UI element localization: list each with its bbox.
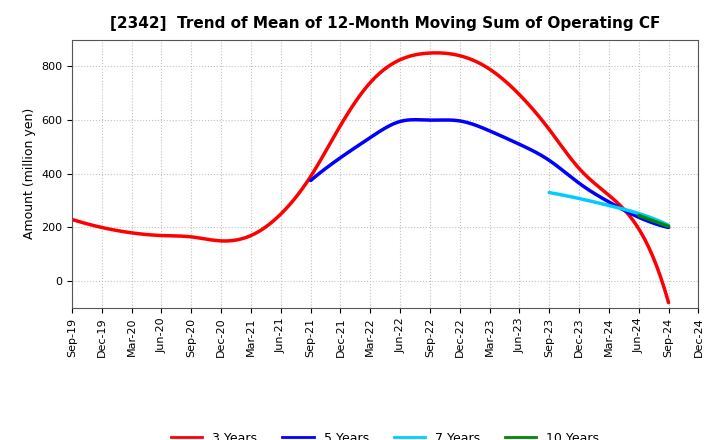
3 Years	[423, 51, 431, 56]
3 Years	[665, 300, 673, 305]
5 Years	[519, 143, 528, 149]
Line: 5 Years: 5 Years	[310, 120, 669, 227]
5 Years	[609, 202, 618, 207]
7 Years	[646, 215, 654, 220]
3 Years	[572, 163, 581, 169]
3 Years	[68, 217, 76, 222]
7 Years	[545, 190, 554, 195]
Title: [2342]  Trend of Mean of 12-Month Moving Sum of Operating CF: [2342] Trend of Mean of 12-Month Moving …	[110, 16, 660, 32]
10 Years	[634, 213, 643, 218]
7 Years	[545, 190, 554, 195]
Line: 10 Years: 10 Years	[639, 216, 669, 227]
5 Years	[410, 117, 419, 122]
5 Years	[307, 177, 316, 182]
5 Years	[306, 178, 315, 183]
3 Years	[611, 198, 619, 203]
5 Years	[521, 144, 529, 150]
7 Years	[616, 205, 624, 211]
10 Years	[665, 224, 673, 229]
7 Years	[616, 205, 625, 211]
Y-axis label: Amount (million yen): Amount (million yen)	[22, 108, 35, 239]
3 Years	[70, 217, 78, 223]
7 Years	[618, 206, 626, 212]
3 Years	[420, 51, 429, 56]
3 Years	[435, 50, 444, 55]
Legend: 3 Years, 5 Years, 7 Years, 10 Years: 3 Years, 5 Years, 7 Years, 10 Years	[166, 427, 604, 440]
5 Years	[665, 225, 673, 230]
Line: 7 Years: 7 Years	[549, 193, 669, 225]
7 Years	[665, 223, 673, 228]
7 Years	[653, 218, 662, 223]
Line: 3 Years: 3 Years	[72, 53, 669, 303]
5 Years	[526, 147, 535, 152]
5 Years	[632, 213, 641, 219]
3 Years	[431, 50, 439, 55]
